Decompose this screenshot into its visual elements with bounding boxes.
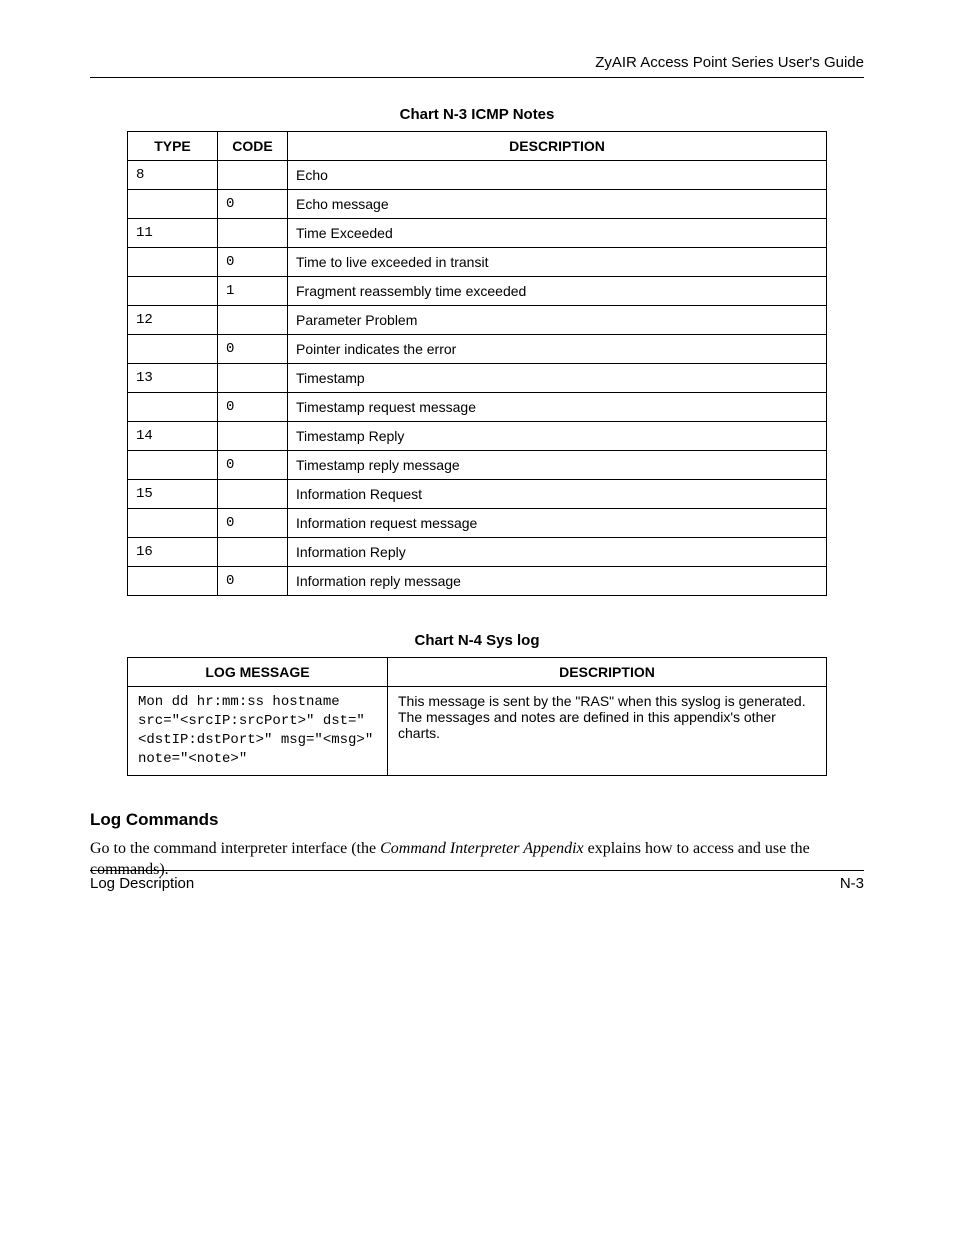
cell-type [128,509,218,538]
cell-code [218,306,288,335]
cell-type: 15 [128,480,218,509]
cell-desc: This message is sent by the "RAS" when t… [388,687,827,776]
cell-code [218,538,288,567]
table-row: 8 Echo [128,161,827,190]
cell-code [218,219,288,248]
cell-desc: Timestamp [288,364,827,393]
table-row: 0Echo message [128,190,827,219]
cell-code [218,161,288,190]
table-row: 0Timestamp reply message [128,451,827,480]
col-desc: DESCRIPTION [388,658,827,687]
cell-log: Mon dd hr:mm:ss hostname src="<srcIP:src… [128,687,388,776]
cell-desc: Information Reply [288,538,827,567]
cell-type [128,277,218,306]
cell-code [218,364,288,393]
cell-type: 8 [128,161,218,190]
cell-type [128,393,218,422]
cell-type: 13 [128,364,218,393]
syslog-table: LOG MESSAGE DESCRIPTION Mon dd hr:mm:ss … [127,657,827,776]
table-row: 0Information request message [128,509,827,538]
col-desc: DESCRIPTION [288,132,827,161]
running-header: ZyAIR Access Point Series User's Guide [90,54,864,78]
page: ZyAIR Access Point Series User's Guide C… [0,0,954,1235]
table-row: Mon dd hr:mm:ss hostname src="<srcIP:src… [128,687,827,776]
table-row: 0Pointer indicates the error [128,335,827,364]
cell-code: 0 [218,190,288,219]
table-row: 12 Parameter Problem [128,306,827,335]
cell-desc: Timestamp Reply [288,422,827,451]
cell-desc: Time Exceeded [288,219,827,248]
cell-code: 0 [218,393,288,422]
footer-left: Log Description [90,875,194,892]
text-italic: Command Interpreter Appendix [380,840,584,857]
page-footer: Log Description N-3 [90,870,864,892]
cell-type [128,335,218,364]
cell-desc: Fragment reassembly time exceeded [288,277,827,306]
cell-desc: Information reply message [288,567,827,596]
cell-desc: Information Request [288,480,827,509]
cell-code: 0 [218,335,288,364]
cell-desc: Echo [288,161,827,190]
cell-code: 0 [218,509,288,538]
cell-code: 0 [218,248,288,277]
table-row: 11 Time Exceeded [128,219,827,248]
table-row: 16 Information Reply [128,538,827,567]
text-pre: Go to the command interpreter interface … [90,840,380,857]
chart-n4-caption: Chart N-4 Sys log [90,632,864,649]
cell-type [128,190,218,219]
cell-type: 16 [128,538,218,567]
cell-type: 11 [128,219,218,248]
cell-desc: Timestamp request message [288,393,827,422]
col-type: TYPE [128,132,218,161]
cell-code [218,480,288,509]
table-row: 13 Timestamp [128,364,827,393]
cell-type [128,451,218,480]
cell-code [218,422,288,451]
cell-desc: Parameter Problem [288,306,827,335]
section-heading: Log Commands [90,810,864,830]
cell-type [128,248,218,277]
col-code: CODE [218,132,288,161]
table-header-row: TYPE CODE DESCRIPTION [128,132,827,161]
col-log: LOG MESSAGE [128,658,388,687]
cell-code: 0 [218,451,288,480]
cell-code: 0 [218,567,288,596]
cell-desc: Timestamp reply message [288,451,827,480]
table-header-row: LOG MESSAGE DESCRIPTION [128,658,827,687]
cell-desc: Pointer indicates the error [288,335,827,364]
cell-type: 12 [128,306,218,335]
cell-desc: Time to live exceeded in transit [288,248,827,277]
cell-desc: Information request message [288,509,827,538]
footer-right: N-3 [840,875,864,892]
cell-code: 1 [218,277,288,306]
table-row: 0Information reply message [128,567,827,596]
table-row: 1Fragment reassembly time exceeded [128,277,827,306]
cell-type [128,567,218,596]
table-row: 0Time to live exceeded in transit [128,248,827,277]
cell-type: 14 [128,422,218,451]
table-row: 0Timestamp request message [128,393,827,422]
cell-desc: Echo message [288,190,827,219]
table-row: 15 Information Request [128,480,827,509]
icmp-notes-table: TYPE CODE DESCRIPTION 8Echo 0Echo messag… [127,131,827,596]
chart-n3-caption: Chart N-3 ICMP Notes [90,106,864,123]
table-row: 14 Timestamp Reply [128,422,827,451]
